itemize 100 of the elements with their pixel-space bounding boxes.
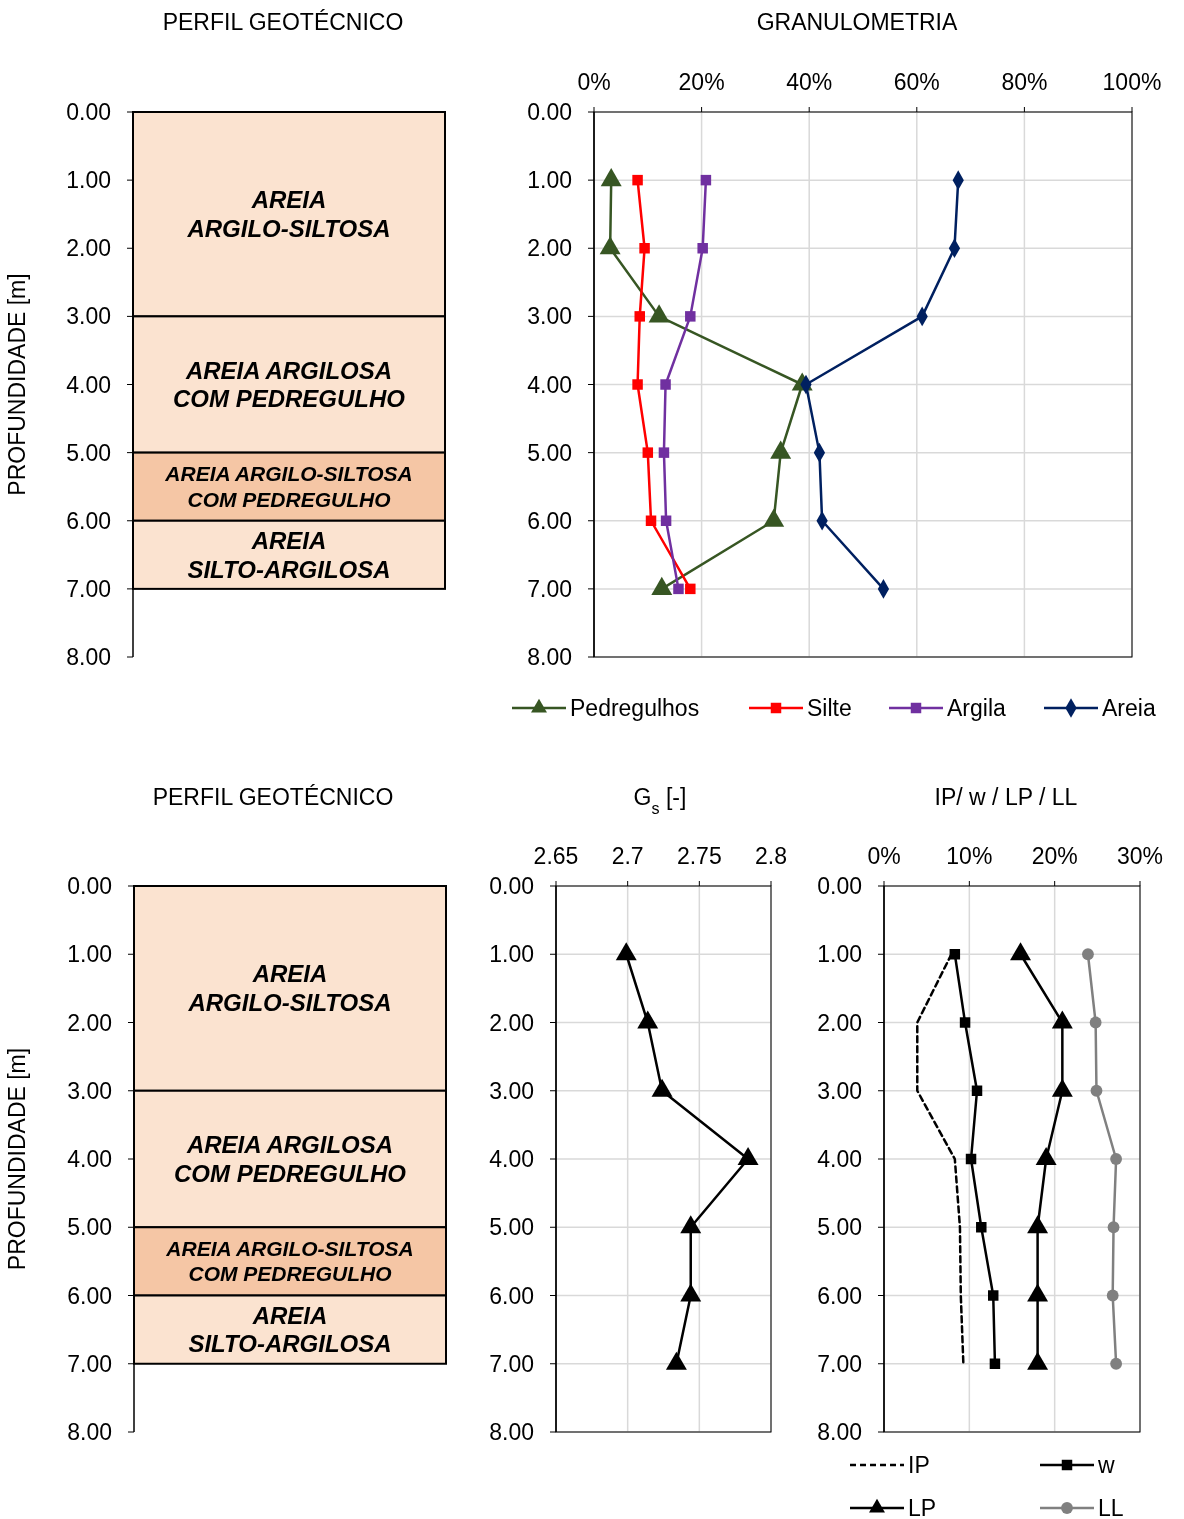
point — [615, 942, 637, 961]
series-label: AREIA ARGILO-SILTOSA COM PEDREGULHO — [164, 462, 413, 511]
point — [632, 379, 643, 390]
y-tick-label: 8.00 — [66, 644, 111, 671]
chart-title: GRANULOMETRIA — [756, 9, 958, 36]
y-tick-label: 6.00 — [66, 507, 111, 534]
y-tick-label: 6.00 — [817, 1282, 862, 1309]
x-tick-label: 0% — [577, 69, 611, 95]
point — [1090, 1084, 1103, 1097]
point — [680, 1283, 702, 1302]
y-tick-label: 1.00 — [489, 941, 534, 968]
point — [976, 1222, 987, 1233]
point — [987, 1290, 999, 1301]
series-label: AREIA ARGILOSA COM PEDREGULHO — [172, 356, 406, 413]
y-tick-label: 6.00 — [489, 1282, 534, 1309]
point — [697, 243, 708, 254]
y-tick-label: 3.00 — [817, 1077, 862, 1104]
point — [1082, 948, 1094, 961]
y-tick-label: 8.00 — [489, 1419, 534, 1446]
y-tick-label: 0.00 — [66, 99, 111, 126]
chart-title: IP/ w / LP / LL — [934, 784, 1078, 811]
y-tick-label: 2.00 — [527, 235, 572, 262]
y-tick-label: 0.00 — [527, 99, 572, 126]
legend-label: w — [1097, 1452, 1115, 1479]
series-label: AREIA ARGILO-SILTOSA — [186, 186, 391, 242]
point — [1110, 1153, 1123, 1165]
y-tick-label: 5.00 — [527, 439, 572, 466]
point — [665, 1351, 687, 1370]
point — [949, 949, 961, 960]
x-tick-label: 80% — [1001, 69, 1048, 95]
y-tick-label: 7.00 — [67, 1350, 112, 1377]
point — [660, 515, 672, 526]
x-tick-label: 0% — [867, 843, 901, 869]
point — [639, 243, 650, 254]
x-tick-label: 10% — [946, 843, 993, 869]
y-tick-label: 0.00 — [817, 873, 862, 900]
point — [685, 583, 696, 595]
y-tick-label: 8.00 — [817, 1419, 862, 1446]
point — [634, 311, 645, 322]
point — [645, 515, 657, 526]
chart-title: PERFIL GEOTÉCNICO — [152, 784, 394, 811]
y-tick-label: 4.00 — [527, 371, 572, 398]
y-tick-label: 3.00 — [66, 303, 111, 330]
y-tick-label: 2.00 — [67, 1009, 112, 1036]
x-tick-label: 100% — [1102, 69, 1162, 95]
y-tick-label: 2.00 — [489, 1009, 534, 1036]
point — [700, 174, 712, 186]
chart-title: G$_{s}$ [-] — [633, 784, 687, 818]
point — [965, 1153, 977, 1165]
y-tick-label: 7.00 — [66, 575, 111, 602]
point — [680, 1215, 702, 1234]
y-tick-label: 5.00 — [817, 1214, 862, 1241]
y-tick-label: 7.00 — [527, 575, 572, 602]
point — [673, 583, 684, 595]
point — [971, 1085, 983, 1096]
y-tick-label: 8.00 — [527, 644, 572, 671]
point — [989, 1358, 1001, 1369]
y-tick-label: 4.00 — [67, 1146, 112, 1173]
y-tick-label: 7.00 — [817, 1350, 862, 1377]
point — [658, 447, 670, 458]
point — [1110, 1357, 1123, 1370]
y-tick-label: 6.00 — [67, 1282, 112, 1309]
x-tick-label: 20% — [678, 69, 725, 95]
y-tick-label: 3.00 — [489, 1077, 534, 1104]
point — [660, 379, 671, 390]
point — [737, 1146, 759, 1166]
y-tick-label: 6.00 — [527, 507, 572, 534]
y-tick-label: 1.00 — [527, 167, 572, 194]
y-tick-label: 7.00 — [489, 1350, 534, 1377]
y-tick-label: 1.00 — [66, 167, 111, 194]
y-tick-label: 4.00 — [817, 1146, 862, 1173]
y-tick-label: 3.00 — [527, 303, 572, 330]
legend-label: IP — [908, 1452, 930, 1479]
point — [685, 311, 696, 322]
x-tick-label: 2.75 — [676, 843, 722, 869]
y-axis-title: PROFUNDIDADE [m] — [4, 273, 30, 496]
legend-label: LP — [908, 1495, 937, 1519]
point — [1089, 1016, 1102, 1029]
chart-title: PERFIL GEOTÉCNICO — [162, 9, 404, 36]
series-label: AREIA ARGILO-SILTOSA COM PEDREGULHO — [165, 1237, 414, 1286]
y-tick-label: 1.00 — [817, 941, 862, 968]
legend-label: Pedregulhos — [570, 695, 700, 722]
legend-label: Areia — [1102, 695, 1156, 722]
x-tick-label: 60% — [893, 69, 940, 95]
y-tick-label: 2.00 — [817, 1009, 862, 1036]
series-label: AREIA ARGILOSA COM PEDREGULHO — [173, 1131, 407, 1187]
y-axis-title: PROFUNDIDADE [m] — [4, 1047, 30, 1271]
legend-label: Silte — [807, 695, 852, 722]
series-label: AREIA SILTO-ARGILOSA — [188, 1301, 392, 1358]
legend-label: LL — [1098, 1495, 1124, 1519]
y-tick-label: 5.00 — [489, 1214, 534, 1241]
y-tick-label: 0.00 — [67, 873, 112, 900]
y-tick-label: 5.00 — [67, 1214, 112, 1241]
y-tick-label: 5.00 — [66, 439, 111, 466]
y-tick-label: 3.00 — [67, 1077, 112, 1104]
series-label: AREIA SILTO-ARGILOSA — [187, 526, 391, 583]
y-tick-label: 4.00 — [489, 1146, 534, 1173]
point — [1106, 1289, 1119, 1302]
legend-label: Argila — [947, 695, 1007, 722]
y-tick-label: 0.00 — [489, 873, 534, 900]
